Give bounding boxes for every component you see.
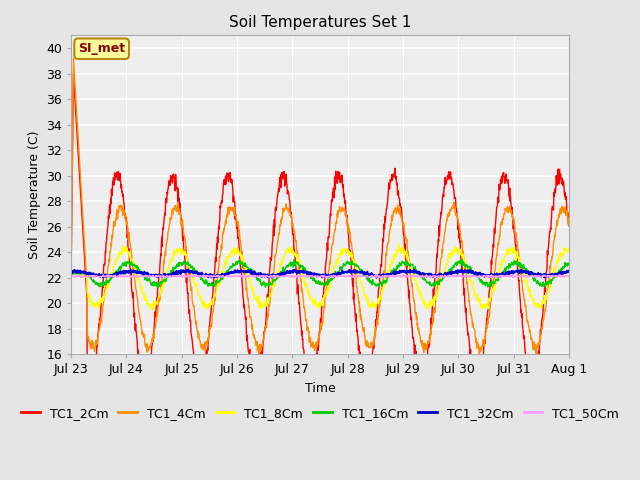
TC1_32Cm xyxy=(400,268,408,274)
TC1_4Cm xyxy=(565,223,573,228)
TC1_16Cm xyxy=(399,260,407,266)
Line: TC1_2Cm: TC1_2Cm xyxy=(71,73,569,389)
TC1_4Cm xyxy=(70,55,77,61)
TC1_2Cm xyxy=(70,71,77,76)
Line: TC1_50Cm: TC1_50Cm xyxy=(71,275,569,278)
TC1_16Cm xyxy=(565,262,573,267)
TC1_2Cm xyxy=(384,192,392,198)
TC1_50Cm xyxy=(305,274,313,279)
TC1_8Cm xyxy=(188,273,196,278)
TC1_32Cm xyxy=(413,270,421,276)
Legend: TC1_2Cm, TC1_4Cm, TC1_8Cm, TC1_16Cm, TC1_32Cm, TC1_50Cm: TC1_2Cm, TC1_4Cm, TC1_8Cm, TC1_16Cm, TC1… xyxy=(16,402,624,425)
TC1_8Cm xyxy=(413,287,421,292)
TC1_16Cm xyxy=(413,270,421,276)
TC1_8Cm xyxy=(565,246,573,252)
TC1_4Cm xyxy=(67,271,75,276)
TC1_32Cm xyxy=(184,267,192,273)
Line: TC1_16Cm: TC1_16Cm xyxy=(71,259,569,288)
TC1_16Cm xyxy=(67,271,75,276)
TC1_4Cm xyxy=(476,351,483,357)
TC1_2Cm xyxy=(565,223,573,228)
TC1_50Cm xyxy=(431,275,438,281)
TC1_4Cm xyxy=(399,223,407,228)
TC1_50Cm xyxy=(565,274,573,280)
TC1_50Cm xyxy=(179,274,186,279)
Line: TC1_8Cm: TC1_8Cm xyxy=(71,244,569,310)
TC1_2Cm xyxy=(413,366,421,372)
TC1_32Cm xyxy=(384,273,392,278)
TC1_32Cm xyxy=(565,268,573,274)
TC1_2Cm xyxy=(188,336,196,342)
TC1_8Cm xyxy=(400,249,408,254)
TC1_16Cm xyxy=(179,259,187,265)
TC1_32Cm xyxy=(372,275,380,280)
TC1_2Cm xyxy=(67,268,75,274)
TC1_8Cm xyxy=(67,272,75,278)
TC1_16Cm xyxy=(458,256,466,262)
TC1_8Cm xyxy=(306,292,314,298)
Title: Soil Temperatures Set 1: Soil Temperatures Set 1 xyxy=(229,15,411,30)
TC1_4Cm xyxy=(179,223,187,228)
TC1_16Cm xyxy=(188,264,196,270)
TC1_50Cm xyxy=(188,273,196,279)
Line: TC1_32Cm: TC1_32Cm xyxy=(71,270,569,277)
Text: SI_met: SI_met xyxy=(78,42,125,55)
TC1_2Cm xyxy=(179,238,187,243)
TC1_50Cm xyxy=(413,273,421,279)
TC1_8Cm xyxy=(179,250,187,255)
TC1_50Cm xyxy=(384,274,392,279)
TC1_4Cm xyxy=(306,334,314,340)
TC1_2Cm xyxy=(196,386,204,392)
TC1_8Cm xyxy=(384,269,392,275)
TC1_32Cm xyxy=(188,268,196,274)
X-axis label: Time: Time xyxy=(305,382,335,395)
TC1_50Cm xyxy=(67,273,75,279)
TC1_32Cm xyxy=(67,269,75,275)
TC1_8Cm xyxy=(148,307,156,313)
TC1_8Cm xyxy=(395,241,403,247)
TC1_4Cm xyxy=(188,298,196,303)
TC1_32Cm xyxy=(179,269,186,275)
TC1_50Cm xyxy=(373,272,381,277)
Line: TC1_4Cm: TC1_4Cm xyxy=(71,58,569,354)
TC1_2Cm xyxy=(306,377,314,383)
TC1_2Cm xyxy=(400,232,408,238)
TC1_16Cm xyxy=(154,285,162,290)
TC1_4Cm xyxy=(384,242,392,248)
TC1_32Cm xyxy=(306,270,314,276)
TC1_4Cm xyxy=(413,323,421,328)
TC1_16Cm xyxy=(306,273,314,279)
TC1_50Cm xyxy=(399,272,407,277)
Y-axis label: Soil Temperature (C): Soil Temperature (C) xyxy=(28,131,41,259)
TC1_16Cm xyxy=(384,274,392,279)
